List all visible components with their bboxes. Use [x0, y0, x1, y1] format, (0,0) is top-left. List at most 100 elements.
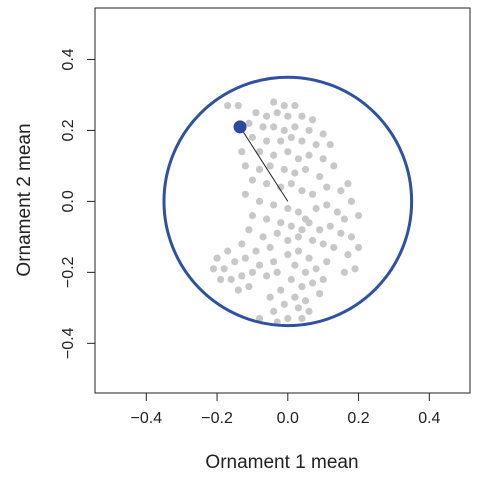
- point: [262, 137, 271, 145]
- point: [330, 162, 338, 170]
- point: [319, 240, 327, 248]
- x-tick-label: 0.0: [277, 410, 299, 427]
- point: [255, 197, 264, 205]
- point: [284, 314, 292, 323]
- point: [248, 133, 257, 142]
- x-tick-label: −0.4: [131, 410, 163, 427]
- point: [347, 233, 356, 241]
- point: [330, 243, 338, 252]
- point: [284, 204, 292, 213]
- point: [298, 112, 306, 120]
- point: [262, 215, 271, 223]
- point: [284, 251, 292, 259]
- point: [262, 272, 271, 280]
- point: [248, 268, 257, 276]
- point: [298, 314, 306, 323]
- point: [255, 261, 264, 269]
- point: [294, 247, 303, 255]
- point: [344, 180, 352, 188]
- point: [209, 265, 218, 273]
- point: [294, 155, 303, 163]
- point: [262, 112, 271, 120]
- point: [277, 286, 285, 294]
- point: [270, 258, 278, 266]
- point: [305, 307, 313, 315]
- point: [326, 141, 334, 149]
- point: [266, 293, 274, 301]
- point: [294, 208, 303, 216]
- point: [273, 229, 281, 237]
- y-tick-label: −0.2: [60, 256, 77, 288]
- point: [252, 247, 260, 255]
- point: [337, 229, 345, 237]
- plot-frame: [94, 7, 471, 394]
- point: [287, 133, 295, 142]
- point: [354, 211, 363, 220]
- point: [301, 165, 310, 174]
- point: [305, 151, 313, 159]
- y-tick-label: 0.2: [60, 119, 77, 141]
- point: [277, 219, 285, 227]
- point: [280, 300, 288, 308]
- point: [287, 275, 295, 284]
- point: [270, 201, 278, 209]
- point: [213, 254, 221, 262]
- point: [231, 258, 239, 266]
- y-tick-label: 0.0: [60, 190, 77, 212]
- point: [344, 251, 352, 259]
- point: [305, 219, 313, 227]
- point: [340, 268, 349, 276]
- point: [323, 183, 331, 191]
- x-tick-label: 0.2: [347, 410, 369, 427]
- point: [351, 265, 359, 273]
- point: [305, 254, 313, 262]
- highlight-point: [233, 120, 247, 134]
- point: [337, 187, 345, 195]
- point: [312, 265, 320, 273]
- point: [270, 98, 278, 106]
- highlight-vector: [239, 126, 289, 202]
- point: [284, 236, 292, 245]
- point: [241, 190, 249, 198]
- point: [266, 243, 274, 252]
- point: [316, 290, 324, 298]
- point: [245, 282, 253, 291]
- point: [323, 201, 331, 209]
- point: [298, 226, 306, 234]
- point: [298, 187, 306, 195]
- point: [224, 101, 232, 110]
- point: [294, 304, 303, 312]
- point: [262, 180, 271, 188]
- point: [248, 176, 257, 184]
- point: [301, 268, 310, 276]
- point: [294, 233, 303, 241]
- point: [280, 101, 288, 110]
- point: [238, 272, 246, 280]
- point: [234, 101, 242, 110]
- point: [323, 258, 331, 266]
- point: [224, 247, 232, 255]
- point: [216, 275, 225, 284]
- reference-circle: [162, 75, 414, 328]
- point: [238, 240, 246, 248]
- point: [280, 126, 288, 135]
- y-tick-label: 0.4: [60, 48, 77, 70]
- y-axis-title: Ornament 2 mean: [14, 123, 35, 276]
- point: [255, 314, 264, 323]
- point: [234, 286, 242, 294]
- x-axis-title: Ornament 1 mean: [205, 452, 358, 473]
- point: [291, 123, 299, 131]
- point: [266, 162, 274, 170]
- point: [241, 254, 249, 262]
- point: [291, 293, 299, 301]
- point: [280, 165, 288, 174]
- point: [308, 279, 317, 287]
- point: [301, 297, 310, 305]
- point: [245, 226, 253, 234]
- point: [298, 137, 306, 145]
- point: [308, 190, 317, 198]
- x-tick-label: 0.4: [418, 410, 440, 427]
- point: [277, 183, 285, 191]
- point: [354, 243, 363, 252]
